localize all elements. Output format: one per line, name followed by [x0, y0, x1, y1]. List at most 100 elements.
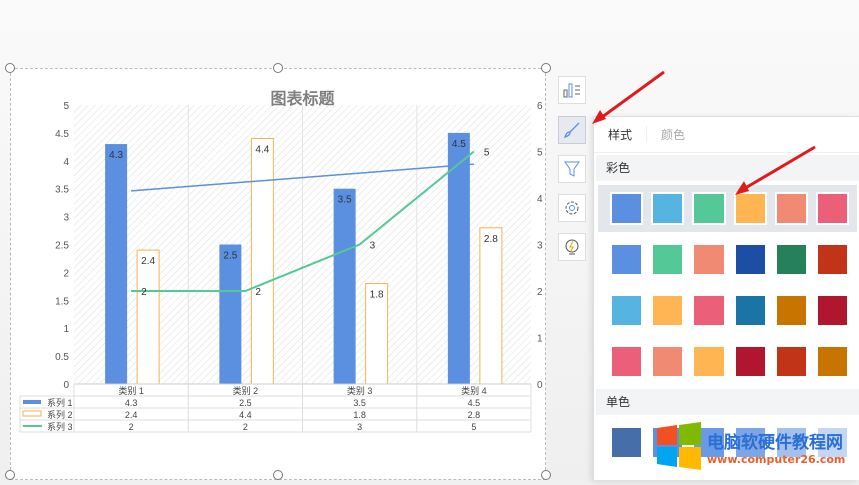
table-cell: 3.5 — [353, 398, 366, 408]
color-swatch[interactable] — [774, 243, 808, 276]
windows-logo-icon — [657, 422, 701, 470]
resize-handle[interactable] — [541, 470, 551, 480]
line-series-3 — [131, 150, 475, 292]
color-swatch[interactable] — [651, 243, 685, 276]
resize-handle[interactable] — [541, 63, 551, 73]
bar-series-1 — [219, 244, 242, 384]
chart-style-panel: 样式 颜色 彩色 单色 — [593, 116, 859, 480]
chart-frame[interactable]: 图表标题 0 0.5 1 1.5 2 2.5 3 3.5 4 4.5 5 0 1 2 3 4 5 6 4.3 2.4 2.… — [10, 68, 546, 480]
color-swatch[interactable] — [610, 294, 644, 327]
y-tick-label: 4 — [63, 157, 69, 168]
bar-series-2 — [136, 249, 160, 385]
table-cell: 5 — [471, 422, 476, 432]
bar-series-1 — [447, 132, 470, 384]
color-swatch[interactable] — [774, 192, 808, 225]
tab-style[interactable]: 样式 — [608, 128, 633, 142]
data-label: 3 — [370, 241, 376, 252]
tab-color[interactable]: 颜色 — [646, 126, 699, 143]
y-tick-label: 1 — [63, 324, 69, 335]
table-cell: 2.8 — [468, 410, 481, 420]
color-swatch[interactable] — [733, 345, 767, 378]
data-label: 4.3 — [109, 150, 123, 161]
color-swatch[interactable] — [815, 294, 850, 327]
color-swatch[interactable] — [733, 192, 767, 225]
y-tick-label: 5 — [63, 101, 69, 112]
color-swatch[interactable] — [692, 294, 726, 327]
lightbulb-icon — [565, 239, 579, 255]
color-swatch[interactable] — [692, 243, 726, 276]
category-label: 类别 2 — [233, 385, 259, 396]
color-swatch[interactable] — [692, 345, 726, 378]
color-swatch[interactable] — [651, 345, 685, 378]
watermark-text: 电脑软硬件教程网 — [707, 433, 843, 453]
filter-icon — [564, 161, 580, 177]
resize-handle[interactable] — [5, 63, 15, 73]
resize-handle[interactable] — [5, 470, 15, 480]
chart-settings-button[interactable] — [558, 194, 586, 222]
table-cell: 2 — [243, 422, 248, 432]
resize-handle[interactable] — [273, 470, 283, 480]
watermark-url: www.computer26.com — [707, 453, 846, 466]
color-swatch[interactable] — [815, 345, 850, 378]
color-swatch[interactable] — [815, 426, 850, 459]
color-swatch[interactable] — [651, 294, 685, 327]
color-swatch[interactable] — [774, 426, 808, 459]
bar-series-2 — [250, 137, 274, 385]
style-brush-icon — [563, 122, 580, 139]
chart-elements-button[interactable] — [558, 76, 586, 104]
series-name: 系列 3 — [47, 421, 73, 432]
bar-series-1 — [333, 188, 356, 384]
color-swatch[interactable] — [774, 294, 808, 327]
color-scheme-row[interactable] — [598, 236, 857, 283]
colorful-section-label: 彩色 — [596, 155, 859, 181]
y-tick-label: 0.5 — [55, 352, 69, 363]
table-cell: 2 — [129, 422, 134, 432]
chart-style-button[interactable] — [558, 116, 586, 144]
y2-tick-label: 1 — [537, 334, 543, 345]
y-tick-label: 4.5 — [55, 129, 69, 140]
color-swatch[interactable] — [733, 294, 767, 327]
y2-tick-label: 6 — [537, 101, 543, 112]
watermark: 电脑软硬件教程网 www.computer26.com — [655, 420, 855, 475]
table-cell: 3 — [357, 422, 362, 432]
color-swatch[interactable] — [815, 192, 850, 225]
chart[interactable]: 图表标题 0 0.5 1 1.5 2 2.5 3 3.5 4 4.5 5 0 1 2 3 4 5 6 4.3 2.4 2.… — [11, 69, 547, 481]
color-swatch[interactable] — [610, 192, 644, 225]
y2-tick-label: 4 — [537, 194, 543, 205]
bar-series-1 — [105, 144, 128, 384]
data-label: 1.8 — [370, 290, 384, 301]
series-name: 系列 2 — [47, 409, 73, 420]
y2-tick-label: 0 — [537, 380, 543, 391]
table-cell: 4.4 — [239, 410, 252, 420]
color-scheme-row[interactable] — [598, 338, 857, 385]
series-name: 系列 1 — [47, 397, 73, 408]
data-label: 5 — [484, 148, 490, 159]
color-swatch[interactable] — [610, 426, 644, 459]
color-swatch[interactable] — [774, 345, 808, 378]
color-swatch[interactable] — [815, 243, 850, 276]
color-scheme-row[interactable] — [598, 185, 857, 232]
color-swatch[interactable] — [610, 345, 644, 378]
trendline-series-1 — [131, 163, 474, 192]
legend-key — [22, 410, 42, 417]
bar-series-2 — [479, 227, 503, 385]
chart-elements-icon — [563, 83, 580, 98]
y-tick-label: 2.5 — [55, 241, 69, 252]
smart-suggest-button[interactable] — [558, 233, 586, 261]
chart-filter-button[interactable] — [558, 155, 586, 183]
resize-handle[interactable] — [273, 63, 283, 73]
y-tick-label: 2 — [63, 268, 69, 279]
color-swatch[interactable] — [692, 192, 726, 225]
table-cell: 4.5 — [468, 398, 481, 408]
color-scheme-row[interactable] — [598, 287, 857, 334]
color-swatch[interactable] — [733, 426, 767, 459]
color-swatch[interactable] — [651, 192, 685, 225]
category-label: 类别 3 — [347, 385, 373, 396]
data-label: 4.4 — [255, 144, 269, 155]
category-label: 类别 1 — [118, 385, 144, 396]
y-tick-label: 0 — [63, 380, 69, 391]
color-swatch[interactable] — [733, 243, 767, 276]
mono-section-label: 单色 — [596, 389, 859, 415]
color-swatch[interactable] — [610, 243, 644, 276]
